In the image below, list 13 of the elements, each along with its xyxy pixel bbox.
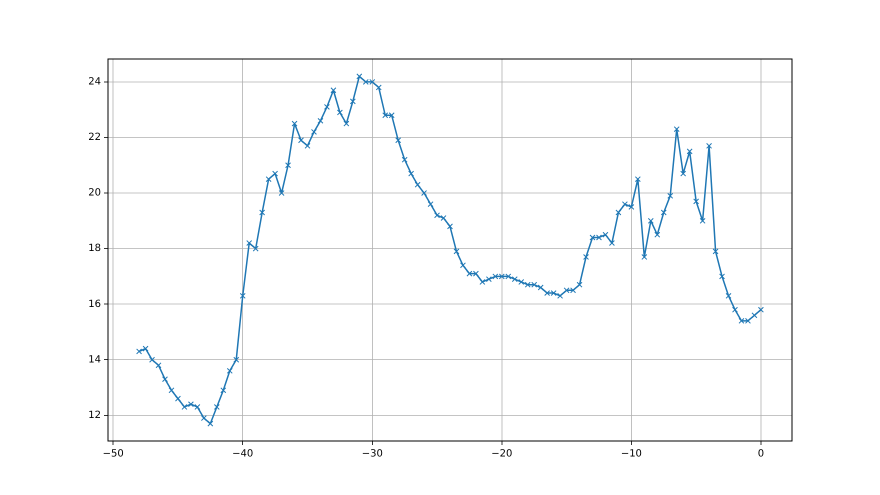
x-tick-label: −10 xyxy=(620,448,642,460)
y-tick-label: 20 xyxy=(88,188,101,199)
x-tick-label: −20 xyxy=(491,448,512,460)
x-tick-label: −40 xyxy=(232,448,254,460)
y-tick-label: 24 xyxy=(88,76,101,88)
y-tick-label: 18 xyxy=(88,243,101,254)
y-tick-label: 12 xyxy=(88,410,101,421)
x-tick-label: −30 xyxy=(362,448,383,460)
x-tick-label: 0 xyxy=(758,448,764,460)
y-tick-label: 16 xyxy=(88,298,101,310)
y-tick-label: 22 xyxy=(88,132,101,144)
y-tick-label: 14 xyxy=(88,354,101,366)
x-tick-label: −50 xyxy=(102,448,124,460)
